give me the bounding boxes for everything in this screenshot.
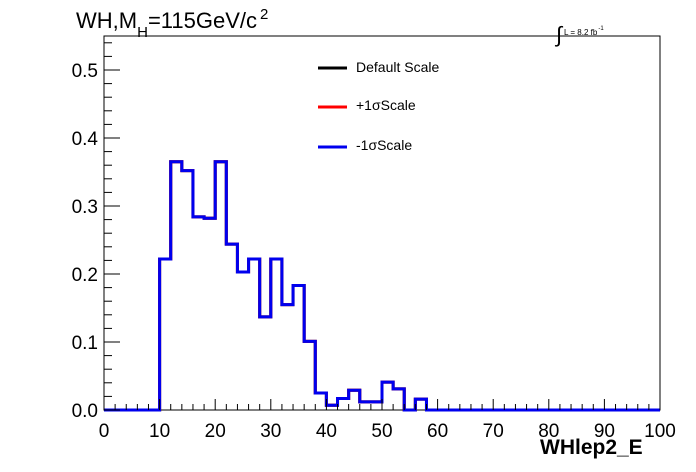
- x-tick-label: 60: [427, 421, 448, 442]
- x-tick-label: 20: [205, 421, 226, 442]
- chart-title: WH,MH=115GeV/c 2: [76, 6, 269, 41]
- x-tick-label: 10: [149, 421, 170, 442]
- title-subscript: H: [137, 24, 148, 41]
- x-tick-label: 30: [260, 421, 281, 442]
- y-tick-label: 0.3: [72, 197, 98, 218]
- x-tick-label: 50: [371, 421, 392, 442]
- y-tick-label: 0.1: [72, 333, 98, 354]
- luminosity-unit-exponent: -1: [598, 26, 604, 32]
- y-tick-label: 0.5: [72, 61, 98, 82]
- title-prefix: WH,M: [76, 8, 138, 33]
- y-tick-label: 0.2: [72, 265, 98, 286]
- x-tick-label: 40: [316, 421, 337, 442]
- histogram-series-1: [104, 160, 660, 412]
- histogram-series-0: [104, 160, 660, 412]
- y-tick-label: 0.4: [72, 129, 99, 150]
- title-middle: =115GeV/c: [147, 8, 257, 33]
- x-tick-label: 100: [644, 421, 676, 442]
- legend-label-minus-sigma: -1σScale: [356, 137, 413, 153]
- luminosity-text: L = 8.2 fb: [564, 28, 598, 37]
- legend-label-plus-sigma: +1σScale: [356, 97, 416, 113]
- x-axis-title: WHlep2_E: [540, 436, 643, 459]
- x-tick-label: 90: [594, 421, 615, 442]
- x-tick-label: 80: [538, 421, 559, 442]
- title-superscript: 2: [260, 6, 269, 23]
- luminosity-label: ∫ L = 8.2 fb-1: [556, 15, 604, 47]
- histogram-series-2: [104, 160, 660, 412]
- legend-label-default-scale: Default Scale: [356, 59, 440, 75]
- plot-frame: [103, 35, 661, 411]
- x-tick-label: 0: [99, 421, 110, 442]
- x-tick-label: 70: [483, 421, 504, 442]
- integral-symbol: ∫: [556, 22, 563, 47]
- y-tick-label: 0.0: [72, 401, 98, 422]
